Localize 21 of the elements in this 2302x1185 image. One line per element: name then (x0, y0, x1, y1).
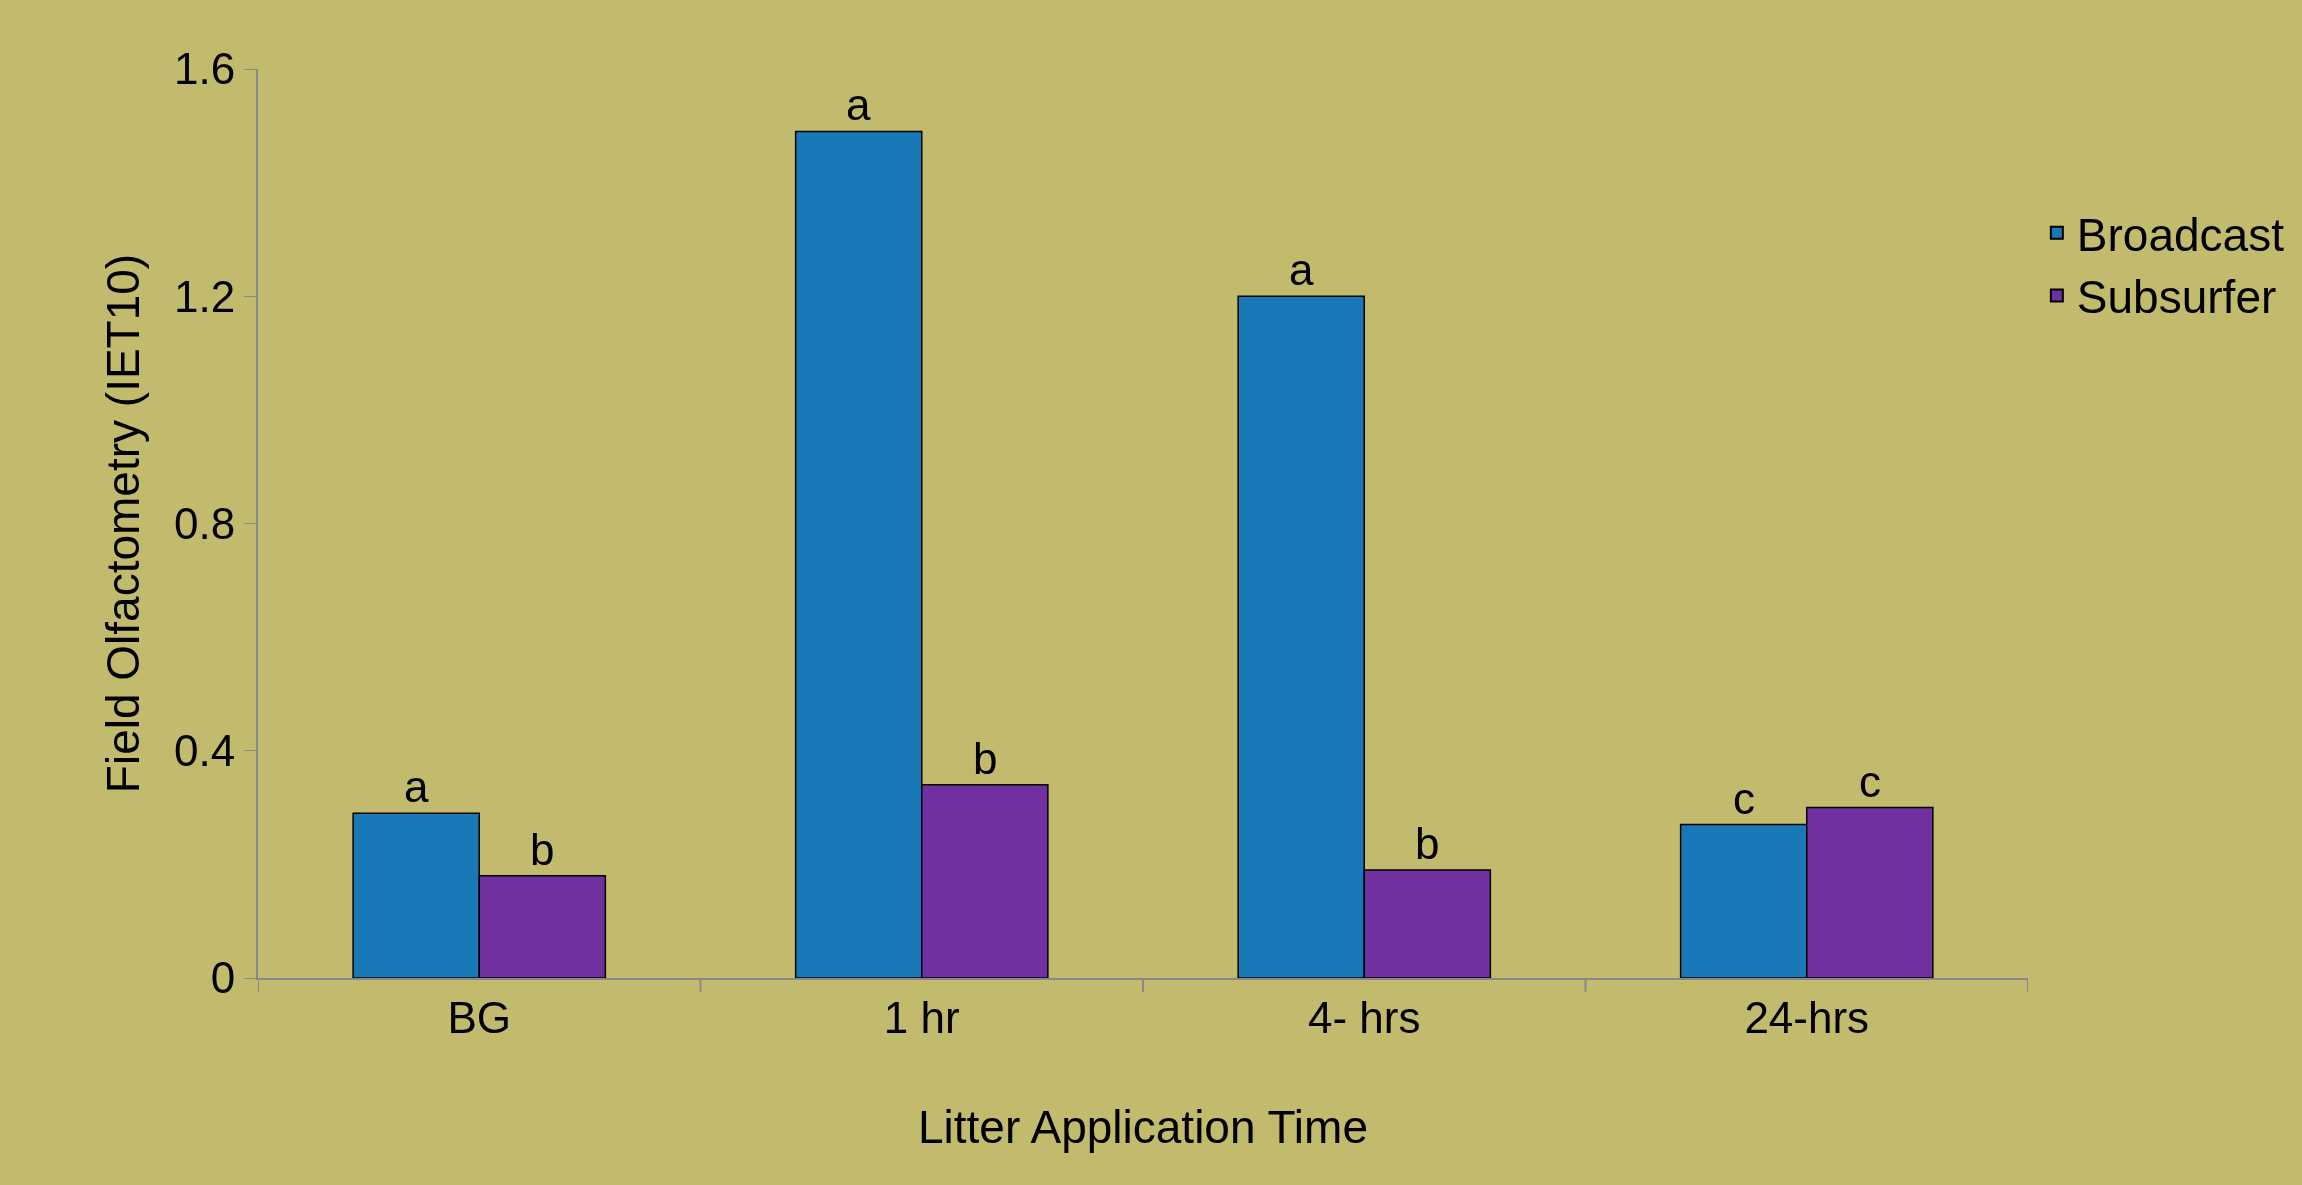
y-tick-label: 1.2 (174, 271, 236, 321)
x-tick-label: 24-hrs (1744, 992, 1870, 1042)
annotation: b (1415, 819, 1440, 868)
y-axis-title: Field Olfactometry (IET10) (96, 253, 149, 794)
annotation: c (1733, 774, 1755, 823)
x-tick-label: 4- hrs (1308, 992, 1421, 1042)
y-tick-label: 0 (210, 953, 236, 1003)
annotation: b (973, 734, 998, 783)
x-axis-title: Litter Application Time (917, 1101, 1369, 1153)
annotation: c (1859, 757, 1881, 806)
y-tick-label: 0.8 (174, 498, 236, 548)
y-tick-label: 0.4 (174, 726, 236, 776)
y-tick-label: 1.6 (174, 44, 236, 94)
annotation: a (404, 762, 429, 811)
x-tick-label: 1 hr (883, 992, 960, 1042)
x-tick-label: BG (447, 992, 512, 1042)
legend-label: Subsurfer (2076, 271, 2277, 324)
annotation: b (530, 825, 555, 874)
legend-label: Broadcast (2076, 208, 2285, 261)
annotation: a (846, 80, 871, 129)
annotation: a (1289, 245, 1314, 294)
